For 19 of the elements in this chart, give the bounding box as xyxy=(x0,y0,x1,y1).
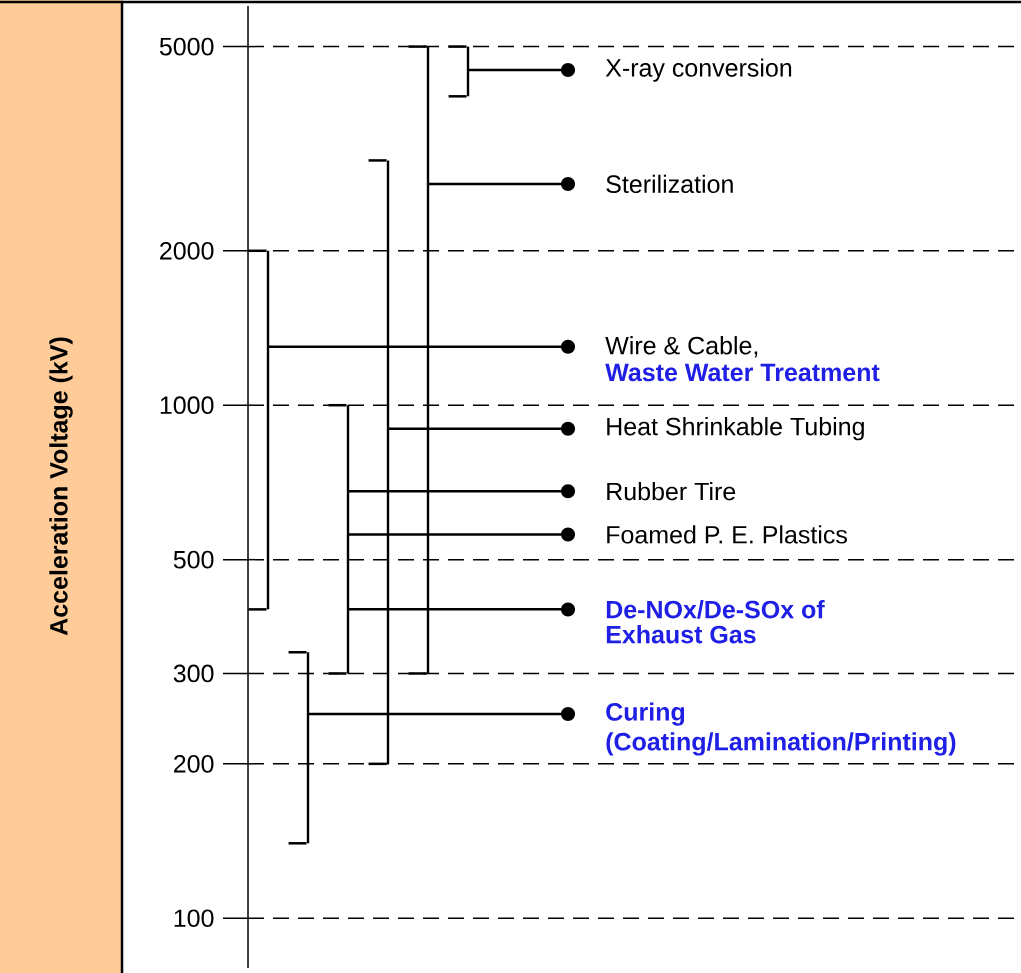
y-tick-label: 5000 xyxy=(159,37,214,56)
y-tick-label: 1000 xyxy=(160,396,214,415)
ref-line-label: Curing xyxy=(606,702,685,726)
ref-line-label: Heat Shrinkable Tubing xyxy=(607,417,864,441)
y-tick-label: 2000 xyxy=(160,241,214,260)
y-tick-label: 100 xyxy=(174,909,214,928)
ref-line-label: Rubber Tire xyxy=(607,481,736,501)
ref-line-label: X-ray conversion xyxy=(605,58,792,82)
ref-line-label: De-NOx/De-SOx of xyxy=(606,600,825,619)
text: (Coating/Lamination/Printing) xyxy=(606,732,956,756)
ref-line-label: Foamed P. E. Plastics xyxy=(607,525,847,544)
text: Waste Water Treatment xyxy=(605,363,880,382)
y-tick-label: 500 xyxy=(173,550,214,569)
ref-line-label: Wire & Cable, xyxy=(605,336,758,358)
y-axis-title: Acceleration Voltage (kV) xyxy=(49,337,73,636)
y-tick-label: 300 xyxy=(173,664,214,683)
text: Exhaust Gas xyxy=(606,625,756,644)
y-tick-label: 200 xyxy=(174,754,214,773)
ref-line-label: Sterilization xyxy=(606,174,733,194)
